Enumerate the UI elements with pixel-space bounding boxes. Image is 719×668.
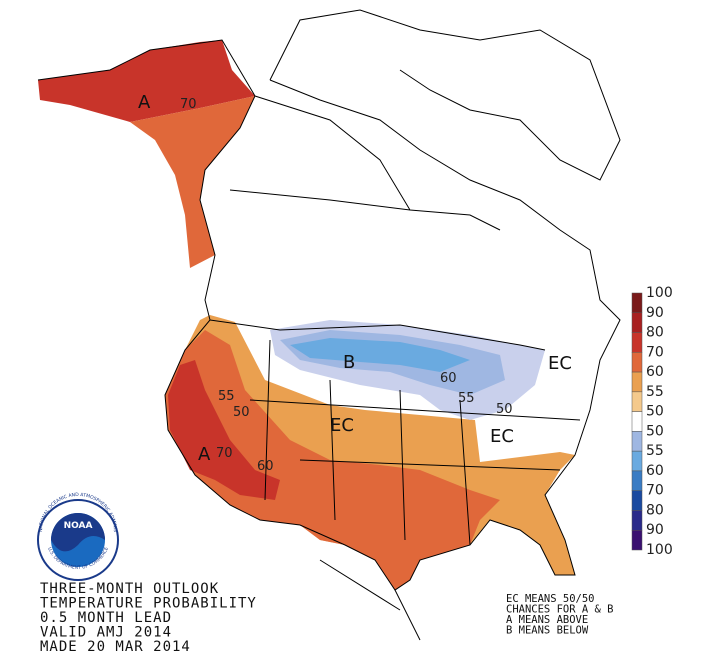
legend-label: 90 [646, 522, 664, 538]
legend-label: 50 [646, 404, 664, 420]
legend-swatch [631, 411, 643, 432]
legend-swatch [631, 352, 643, 373]
legend-label: 55 [646, 443, 664, 459]
legend-swatch [631, 292, 643, 314]
map-label: 55 [218, 389, 235, 404]
map-label: EC [490, 426, 514, 447]
map-label: 50 [496, 402, 513, 417]
legend-label: 60 [646, 364, 664, 380]
legend-label: 50 [646, 423, 664, 439]
legend-swatch [631, 490, 643, 511]
map-label: 60 [440, 371, 457, 386]
key-line: CHANCES FOR A & B [506, 604, 613, 616]
legend: 100 90 80 70 60 55 50 50 55 60 70 80 90 100 [631, 285, 673, 558]
legend-swatch [631, 371, 643, 393]
legend-label: 70 [646, 344, 664, 360]
logo-name: NOAA [64, 521, 93, 531]
legend-swatch [631, 529, 643, 551]
outlook-line: VALID AMJ 2014 [40, 625, 172, 641]
key-line: EC MEANS 50/50 [506, 593, 595, 605]
map-label: 70 [180, 97, 197, 112]
map-label: A [138, 92, 151, 113]
legend-swatch [631, 470, 643, 491]
map-label: B [343, 352, 355, 373]
legend-swatch [631, 450, 643, 472]
outlook-line: TEMPERATURE PROBABILITY [40, 596, 257, 612]
key-line: B MEANS BELOW [506, 625, 589, 637]
legend-swatch [631, 332, 643, 353]
probability-regions [38, 40, 575, 590]
legend-label: 100 [646, 542, 673, 558]
map-label: 55 [458, 391, 475, 406]
map-label: EC [330, 415, 354, 436]
outlook-line: THREE-MONTH OUTLOOK [40, 581, 219, 597]
map-label: 50 [233, 405, 250, 420]
legend-swatch [631, 431, 643, 452]
map-outlines [37, 9, 621, 641]
legend-swatch [631, 391, 643, 412]
legend-label: 100 [646, 285, 673, 301]
map-label: EC [548, 353, 572, 374]
outlook-line: MADE 20 MAR 2014 [40, 639, 191, 655]
map-label: 60 [257, 459, 274, 474]
map-label: 70 [216, 446, 233, 461]
key-line: A MEANS ABOVE [506, 614, 588, 626]
legend-label: 70 [646, 483, 664, 499]
legend-label: 90 [646, 305, 664, 321]
legend-label: 60 [646, 463, 664, 479]
outlook-line: 0.5 MONTH LEAD [40, 610, 172, 626]
legend-swatch [631, 510, 643, 531]
legend-label: 55 [646, 384, 664, 400]
legend-label: 80 [646, 502, 664, 518]
legend-swatch [631, 312, 643, 333]
legend-label: 80 [646, 325, 664, 341]
map-label: A [198, 444, 211, 465]
